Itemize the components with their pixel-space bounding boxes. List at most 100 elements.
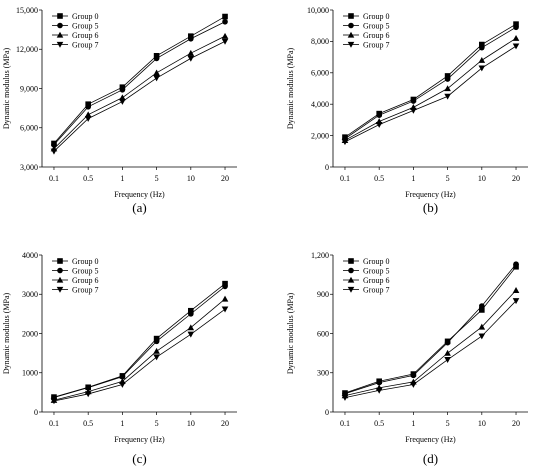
legend-marker bbox=[56, 286, 64, 293]
series-line-group-0 bbox=[344, 23, 517, 138]
legend-marker bbox=[348, 13, 354, 19]
series-line-group-0 bbox=[344, 266, 517, 394]
series-line-group-5 bbox=[53, 286, 226, 398]
legend-label: Group 6 bbox=[72, 276, 98, 285]
series-line-group-6 bbox=[53, 35, 226, 149]
data-point bbox=[153, 75, 160, 82]
legend-marker bbox=[57, 258, 63, 264]
data-point bbox=[84, 391, 92, 398]
data-point bbox=[153, 347, 160, 354]
x-tick-label: 5 bbox=[155, 174, 159, 183]
data-point bbox=[222, 283, 228, 290]
x-tick-label: 20 bbox=[221, 174, 229, 183]
data-point bbox=[444, 339, 451, 346]
data-point bbox=[187, 324, 195, 331]
chart-panel-b: 0 2,000 4,000 6,000 8,000 10,000 0.1 0.5 1 5 10 20 F… bbox=[286, 6, 528, 215]
data-point bbox=[221, 38, 229, 45]
x-tick-label: 10 bbox=[187, 419, 195, 428]
legend-label: Group 0 bbox=[72, 12, 98, 21]
x-tick-label: 10 bbox=[478, 174, 486, 183]
data-point bbox=[341, 394, 349, 401]
x-tick-label: 1 bbox=[411, 174, 415, 183]
legend-marker bbox=[57, 267, 63, 274]
data-point bbox=[341, 139, 349, 146]
series-line-group-6 bbox=[53, 298, 226, 401]
chart-panel-a: 3,000 6,000 9,000 12,000 15,000 0.1 0.5 1 5 10 20 F… bbox=[2, 6, 237, 215]
legend-marker bbox=[347, 286, 355, 293]
y-tick-label: 2000 bbox=[22, 329, 38, 338]
legend-marker bbox=[57, 22, 63, 29]
panel-label: (c) bbox=[132, 451, 146, 466]
y-tick-label: 1000 bbox=[22, 369, 38, 378]
data-point bbox=[50, 398, 58, 405]
x-tick-label: 0.1 bbox=[49, 174, 59, 183]
series-line-group-7 bbox=[53, 41, 226, 152]
legend-marker bbox=[348, 22, 354, 29]
data-point bbox=[119, 94, 126, 101]
y-tick-label: 900 bbox=[317, 290, 329, 299]
data-point bbox=[512, 287, 520, 293]
data-point bbox=[410, 107, 417, 114]
legend-label: Group 0 bbox=[72, 257, 98, 266]
x-tick-label: 20 bbox=[221, 419, 229, 428]
data-point bbox=[153, 338, 160, 345]
y-tick-label: 3,000 bbox=[20, 163, 38, 172]
data-point bbox=[188, 35, 194, 42]
y-axis-title: Dynamic modulus (MPa) bbox=[2, 48, 11, 130]
x-tick-label: 1 bbox=[120, 419, 124, 428]
data-point bbox=[188, 307, 194, 314]
data-point bbox=[410, 98, 417, 104]
x-tick-label: 0.1 bbox=[340, 419, 350, 428]
y-tick-label: 0 bbox=[34, 408, 38, 417]
legend-label: Group 7 bbox=[363, 40, 389, 49]
y-axis-title: Dynamic modulus (MPa) bbox=[286, 293, 295, 375]
y-tick-label: 3000 bbox=[22, 290, 38, 299]
y-tick-label: 6,000 bbox=[20, 124, 38, 133]
data-point bbox=[479, 303, 485, 309]
series-line-group-0 bbox=[53, 16, 226, 144]
data-point bbox=[188, 311, 194, 317]
data-point bbox=[410, 381, 417, 388]
x-tick-label: 1 bbox=[411, 419, 415, 428]
data-point bbox=[187, 55, 195, 62]
y-axis-title: Dynamic modulus (MPa) bbox=[2, 293, 11, 375]
data-point bbox=[187, 49, 195, 56]
x-tick-label: 0.1 bbox=[340, 174, 350, 183]
data-point bbox=[375, 387, 383, 394]
data-point bbox=[512, 298, 520, 305]
data-point bbox=[187, 331, 195, 338]
data-point bbox=[376, 112, 382, 118]
legend-marker bbox=[347, 41, 355, 48]
y-tick-label: 12,000 bbox=[16, 45, 38, 54]
data-point bbox=[478, 323, 486, 330]
chart-panel-c: 0 1000 2000 3000 4000 0.1 0.5 1 5 10 20 Frequency (… bbox=[2, 251, 237, 466]
series-line-group-6 bbox=[344, 37, 517, 141]
y-tick-label: 600 bbox=[317, 329, 329, 338]
x-tick-label: 0.5 bbox=[374, 174, 384, 183]
x-tick-label: 10 bbox=[187, 174, 195, 183]
x-tick-label: 5 bbox=[446, 419, 450, 428]
y-tick-label: 300 bbox=[317, 369, 329, 378]
x-tick-label: 5 bbox=[446, 174, 450, 183]
data-point bbox=[478, 56, 486, 63]
data-point bbox=[478, 333, 486, 340]
x-tick-label: 0.5 bbox=[83, 419, 93, 428]
data-point bbox=[444, 357, 451, 363]
y-tick-label: 6,000 bbox=[311, 69, 329, 78]
data-point bbox=[221, 295, 229, 302]
legend-marker bbox=[348, 267, 354, 274]
data-point bbox=[222, 13, 228, 20]
data-point bbox=[478, 65, 486, 72]
panel-label: (d) bbox=[423, 451, 438, 466]
data-point bbox=[84, 115, 92, 122]
legend-marker bbox=[56, 276, 64, 283]
data-point bbox=[50, 148, 58, 155]
legend-marker bbox=[347, 276, 355, 283]
series-line-group-6 bbox=[344, 290, 517, 397]
data-point bbox=[444, 73, 451, 79]
data-point bbox=[85, 384, 91, 391]
legend-label: Group 5 bbox=[363, 266, 389, 275]
legend-label: Group 6 bbox=[363, 31, 389, 40]
y-tick-label: 4000 bbox=[22, 251, 38, 260]
